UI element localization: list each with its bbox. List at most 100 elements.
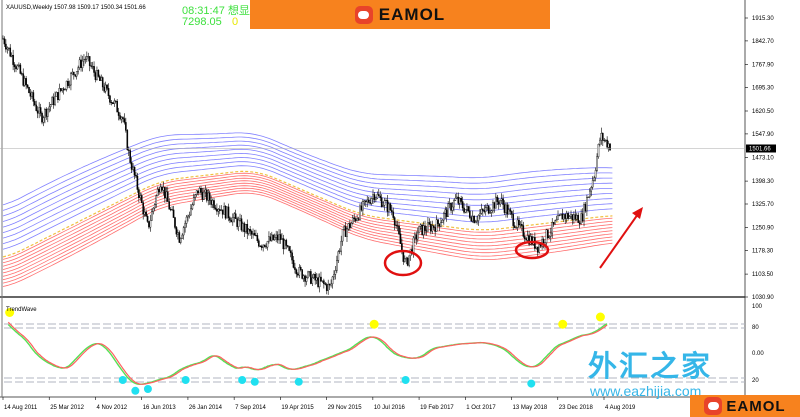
robot-logo-icon bbox=[704, 397, 723, 415]
candle bbox=[166, 191, 169, 202]
candle bbox=[428, 222, 431, 225]
candle bbox=[136, 175, 139, 190]
candle bbox=[45, 109, 48, 117]
candle bbox=[175, 227, 178, 235]
candle bbox=[515, 227, 517, 229]
candle bbox=[367, 199, 370, 203]
candle bbox=[181, 234, 184, 239]
candle bbox=[583, 204, 585, 222]
time-tick-label: 16 Jun 2013 bbox=[143, 405, 177, 411]
candle bbox=[577, 214, 580, 223]
candle bbox=[243, 223, 246, 232]
high-signal-marker bbox=[5, 308, 15, 317]
upper-band-line bbox=[2, 136, 613, 211]
candle bbox=[356, 218, 358, 221]
candle bbox=[405, 257, 408, 260]
candle bbox=[291, 252, 293, 261]
candle bbox=[347, 223, 350, 230]
candle bbox=[354, 218, 357, 221]
low-signal-marker bbox=[401, 376, 410, 384]
price-tick-label: 1250.90 bbox=[752, 226, 774, 232]
logo-text: EAMOL bbox=[378, 4, 446, 24]
candle bbox=[201, 192, 204, 200]
candle bbox=[281, 238, 283, 240]
candle bbox=[516, 219, 519, 228]
candle bbox=[372, 194, 374, 199]
candle bbox=[142, 202, 144, 215]
candle bbox=[299, 267, 302, 270]
candle bbox=[146, 216, 149, 222]
candle bbox=[422, 225, 425, 235]
candle bbox=[561, 213, 564, 220]
candle bbox=[305, 277, 308, 282]
candle bbox=[419, 224, 422, 227]
candle bbox=[171, 209, 173, 211]
candle bbox=[246, 224, 249, 234]
price-tick-label: 1178.30 bbox=[752, 249, 774, 255]
candle bbox=[97, 70, 100, 77]
candle bbox=[379, 195, 382, 198]
candle bbox=[362, 201, 364, 211]
candle bbox=[253, 233, 256, 236]
candle bbox=[227, 206, 230, 218]
candle bbox=[19, 64, 22, 74]
candle bbox=[495, 196, 497, 209]
candle bbox=[489, 212, 491, 214]
candle bbox=[103, 86, 105, 92]
candle bbox=[67, 80, 69, 86]
candle bbox=[535, 246, 538, 249]
candle bbox=[195, 190, 198, 195]
candle bbox=[126, 130, 129, 151]
candle bbox=[100, 77, 103, 81]
time-tick-label: 19 Feb 2017 bbox=[420, 405, 454, 411]
candle bbox=[96, 70, 98, 80]
candle bbox=[83, 59, 85, 62]
candle bbox=[275, 234, 277, 238]
candle bbox=[509, 209, 512, 212]
candle bbox=[48, 106, 51, 110]
candle bbox=[555, 219, 558, 221]
candle bbox=[192, 197, 195, 205]
candle bbox=[492, 202, 494, 211]
time-tick-label: 4 Nov 2012 bbox=[96, 405, 127, 411]
candle bbox=[333, 274, 335, 278]
candle bbox=[249, 229, 251, 232]
lower-band-line bbox=[2, 180, 613, 270]
candle bbox=[88, 56, 91, 66]
candle bbox=[386, 200, 389, 212]
high-signal-marker bbox=[369, 319, 379, 329]
candle bbox=[33, 101, 36, 106]
upper-band-line bbox=[2, 152, 613, 233]
candle bbox=[325, 284, 328, 291]
candle bbox=[482, 209, 484, 211]
indicator-name: TrendWave bbox=[6, 307, 37, 313]
candle bbox=[334, 270, 337, 275]
candle bbox=[441, 219, 444, 223]
time-tick-label: 25 Mar 2012 bbox=[50, 405, 84, 411]
candle bbox=[417, 232, 419, 240]
candle bbox=[401, 243, 403, 251]
candle bbox=[523, 236, 526, 240]
time-tick-label: 10 Jul 2016 bbox=[374, 405, 406, 411]
candle bbox=[109, 95, 111, 103]
candle bbox=[252, 233, 254, 235]
candle bbox=[218, 209, 221, 211]
candle bbox=[412, 237, 415, 254]
candle bbox=[398, 225, 400, 235]
candle bbox=[340, 240, 343, 252]
candle bbox=[182, 227, 185, 236]
candle bbox=[234, 213, 237, 219]
candle bbox=[539, 244, 542, 247]
candle bbox=[341, 228, 344, 242]
candle bbox=[230, 220, 233, 223]
candle bbox=[476, 220, 478, 222]
candle bbox=[445, 209, 448, 217]
candle bbox=[71, 71, 74, 74]
candle bbox=[314, 274, 316, 281]
candle bbox=[86, 56, 88, 60]
candle bbox=[18, 64, 20, 67]
upper-band-line bbox=[2, 148, 613, 228]
candle bbox=[369, 202, 371, 204]
low-signal-marker bbox=[131, 386, 140, 395]
